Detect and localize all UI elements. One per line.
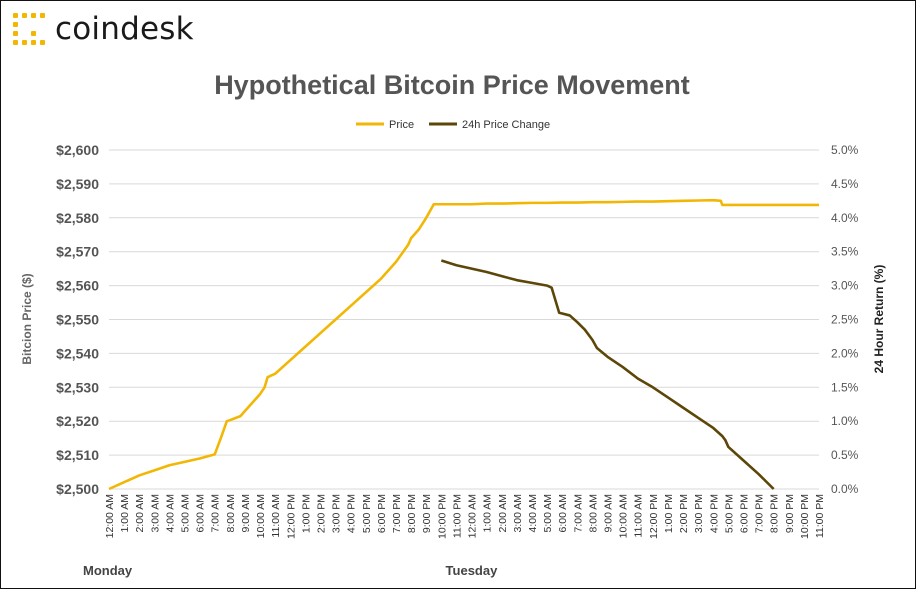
legend-label: Price: [389, 119, 414, 131]
y2-tick-label: 5.0%: [831, 143, 859, 157]
y2-tick-label: 0.0%: [831, 482, 859, 496]
y2-tick-label: 3.0%: [831, 279, 859, 293]
coindesk-logo: coindesk: [11, 11, 194, 47]
x-tick-label: 1:00 PM: [300, 494, 312, 533]
x-tick-label: 8:00 PM: [769, 494, 781, 533]
x-tick-label: 12:00 AM: [467, 494, 479, 538]
y2-tick-label: 3.5%: [831, 245, 859, 259]
y2-tick-label: 2.0%: [831, 346, 859, 360]
gridlines: [109, 149, 819, 490]
x-tick-label: 5:00 AM: [542, 494, 554, 533]
y2-tick-label: 4.5%: [831, 177, 859, 191]
x-tick-label: 4:00 PM: [346, 494, 358, 533]
x-tick-label: 11:00 AM: [633, 494, 645, 538]
change-series-line: [440, 259, 775, 490]
chart-title: Hypothetical Bitcoin Price Movement: [214, 70, 690, 100]
x-tick-label: 12:00 PM: [648, 494, 660, 539]
x-tick-label: 11:00 AM: [270, 494, 282, 538]
x-tick-label: 10:00 AM: [255, 494, 267, 538]
x-tick-label: 7:00 AM: [210, 494, 222, 533]
left-axis-label: Bitcion Price ($): [20, 273, 34, 364]
x-tick-label: 7:00 AM: [572, 494, 584, 533]
y-tick-label: $2,590: [56, 176, 99, 192]
coindesk-logo-icon: [13, 13, 45, 45]
x-tick-label: 2:00 PM: [678, 494, 690, 533]
y-tick-label: $2,550: [56, 312, 99, 328]
y-tick-label: $2,530: [56, 379, 99, 395]
x-tick-label: 3:00 AM: [512, 494, 524, 533]
x-axis-ticks: 12:00 AM 1:00 AM 2:00 AM 3:00 AM 4:00 AM 5:00…: [104, 494, 826, 539]
y-tick-label: $2,600: [56, 142, 99, 158]
x-tick-label: 8:00 AM: [587, 494, 599, 533]
x-tick-label: 8:00 AM: [225, 494, 237, 533]
x-tick-label: 4:00 AM: [164, 494, 176, 533]
y-tick-label: $2,500: [56, 481, 99, 497]
brand-name: coindesk: [55, 11, 194, 47]
x-tick-label: 1:00 PM: [663, 494, 675, 533]
x-tick-label: 10:00 AM: [618, 494, 630, 538]
y-tick-label: $2,540: [56, 345, 99, 361]
y-tick-label: $2,560: [56, 278, 99, 294]
x-tick-label: 6:00 PM: [738, 494, 750, 533]
x-tick-label: 1:00 AM: [119, 494, 131, 533]
x-tick-label: 10:00 PM: [436, 494, 448, 539]
x-tick-label: 6:00 AM: [195, 494, 207, 533]
price-series-line: [108, 198, 819, 491]
x-tick-label: 5:00 PM: [723, 494, 735, 533]
y2-tick-label: 1.5%: [831, 380, 859, 394]
legend-label: 24h Price Change: [462, 119, 550, 131]
x-tick-label: 6:00 PM: [376, 494, 388, 533]
day-label: Monday: [83, 563, 133, 578]
x-tick-label: 3:00 PM: [693, 494, 705, 533]
x-tick-label: 2:00 AM: [497, 494, 509, 533]
left-axis-ticks: $2,500 $2,510 $2,520 $2,530 $2,540 $2,550 $2,5…: [56, 142, 99, 497]
y2-tick-label: 1.0%: [831, 414, 859, 428]
x-tick-label: 7:00 PM: [754, 494, 766, 533]
x-tick-label: 10:00 PM: [799, 494, 811, 539]
right-axis-label: 24 Hour Return (%): [872, 265, 886, 374]
day-labels: Monday Tuesday: [83, 563, 498, 578]
x-tick-label: 9:00 PM: [784, 494, 796, 533]
y-tick-label: $2,570: [56, 244, 99, 260]
x-tick-label: 6:00 AM: [557, 494, 569, 533]
x-tick-label: 3:00 PM: [331, 494, 343, 533]
x-tick-label: 11:00 PM: [451, 494, 463, 538]
y2-tick-label: 2.5%: [831, 313, 859, 327]
y2-tick-label: 4.0%: [831, 211, 859, 225]
x-tick-label: 5:00 AM: [180, 494, 192, 533]
right-axis-ticks: 0.0% 0.5% 1.0% 1.5% 2.0% 2.5% 3.0% 3.5% 4.0% 4.5%…: [831, 143, 859, 496]
y-tick-label: $2,510: [56, 447, 99, 463]
x-tick-label: 9:00 AM: [240, 494, 252, 533]
y-tick-label: $2,520: [56, 413, 99, 429]
x-tick-label: 4:00 AM: [527, 494, 539, 533]
x-tick-label: 4:00 PM: [708, 494, 720, 533]
y-tick-label: $2,580: [56, 210, 99, 226]
x-tick-label: 1:00 AM: [482, 494, 494, 533]
x-tick-label: 9:00 AM: [603, 494, 615, 533]
day-label: Tuesday: [446, 563, 499, 578]
x-tick-label: 12:00 AM: [104, 494, 116, 538]
y2-tick-label: 0.5%: [831, 448, 859, 462]
x-tick-label: 5:00 PM: [361, 494, 373, 533]
legend: Price 24h Price Change: [356, 119, 550, 131]
series-lines: [108, 198, 819, 491]
x-tick-label: 7:00 PM: [391, 494, 403, 533]
x-tick-label: 12:00 PM: [285, 494, 297, 539]
x-tick-label: 11:00 PM: [814, 494, 826, 538]
x-tick-label: 3:00 AM: [149, 494, 161, 533]
x-tick-label: 2:00 PM: [315, 494, 327, 533]
x-tick-label: 8:00 PM: [406, 494, 418, 533]
x-tick-label: 9:00 PM: [421, 494, 433, 533]
x-tick-label: 2:00 AM: [134, 494, 146, 533]
